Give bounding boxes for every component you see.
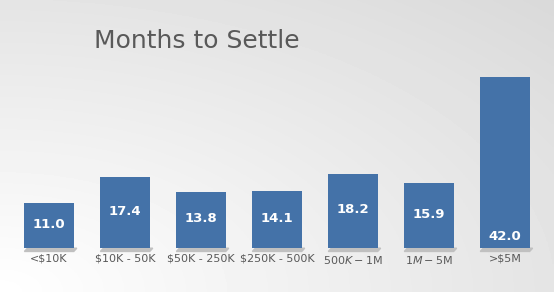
Bar: [329, 174, 378, 248]
Polygon shape: [252, 248, 305, 251]
Bar: [100, 177, 150, 248]
Text: 17.4: 17.4: [109, 205, 141, 218]
Polygon shape: [404, 248, 456, 251]
Bar: [24, 203, 74, 248]
Text: 15.9: 15.9: [413, 208, 445, 221]
Text: Months to Settle: Months to Settle: [94, 29, 300, 53]
Text: 13.8: 13.8: [184, 213, 217, 225]
Bar: [480, 77, 530, 248]
Text: 14.1: 14.1: [261, 212, 293, 225]
Polygon shape: [100, 248, 153, 251]
Polygon shape: [24, 248, 77, 251]
Bar: [176, 192, 225, 248]
Polygon shape: [176, 248, 229, 251]
Bar: [252, 191, 302, 248]
Text: 42.0: 42.0: [489, 230, 521, 243]
Bar: [404, 183, 454, 248]
Text: 11.0: 11.0: [33, 218, 65, 231]
Polygon shape: [329, 248, 381, 251]
Text: 18.2: 18.2: [337, 203, 370, 216]
Polygon shape: [480, 248, 532, 251]
